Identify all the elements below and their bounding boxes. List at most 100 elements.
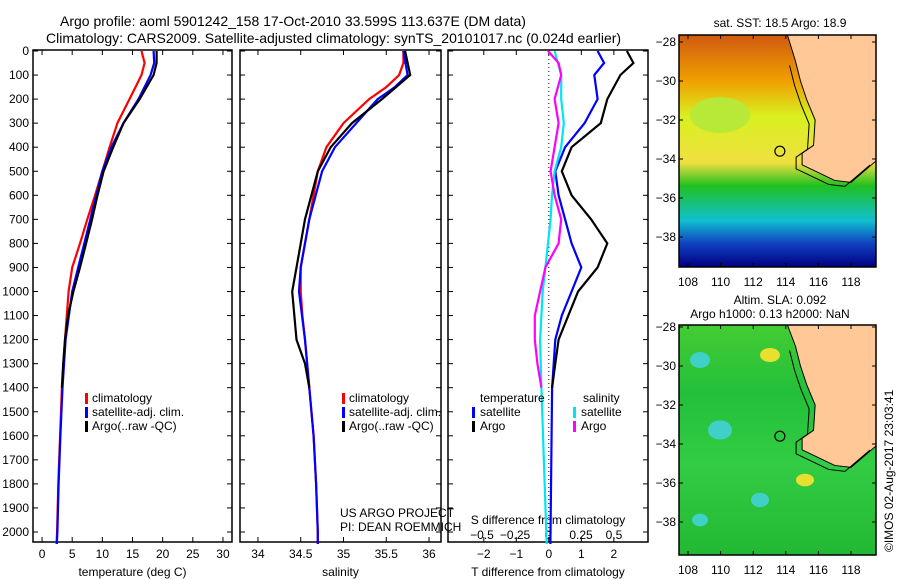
x-tick-label: 34.5 — [289, 547, 313, 561]
map-lat-label: −34 — [656, 152, 677, 166]
map-lat-label: −32 — [656, 113, 677, 127]
x-tick-label: 2 — [611, 547, 618, 561]
legend-swatch — [472, 421, 475, 432]
y-tick-label: 300 — [9, 116, 29, 130]
y-tick-label: 1900 — [2, 501, 29, 515]
y-tick-label: 2000 — [2, 525, 29, 539]
x-tick-label: 35 — [337, 547, 351, 561]
legend-label: satellite — [480, 405, 521, 419]
s-tick-label: −0.25 — [500, 528, 531, 542]
legend-swatch — [573, 407, 576, 418]
legend-swatch — [342, 407, 345, 418]
y-tick-label: 100 — [9, 68, 29, 82]
map-lat-label: −38 — [656, 230, 677, 244]
x-tick-label: 34 — [251, 547, 265, 561]
x-tick-label: −1 — [509, 547, 523, 561]
series-line-s-satellite — [538, 50, 565, 545]
map-lon-label: 112 — [744, 275, 763, 289]
map-lat-label: −28 — [656, 35, 677, 49]
legend-swatch — [85, 393, 88, 404]
x-tick-label: 1 — [578, 547, 585, 561]
pi-text: PI: DEAN ROEMMICH — [340, 520, 461, 534]
map-lat-label: −30 — [656, 74, 677, 88]
panel-frame-temperature — [32, 49, 233, 543]
x-tick-label: 0 — [39, 547, 46, 561]
float-location-marker — [774, 145, 786, 157]
map-lat-label: −36 — [656, 476, 677, 490]
y-tick-label: 1600 — [2, 429, 29, 443]
y-tick-label: 500 — [9, 164, 29, 178]
map-frame — [678, 34, 877, 268]
legend-swatch — [342, 421, 345, 432]
legend-label: climatology — [92, 391, 152, 405]
legend-title-salinity: salinity — [583, 391, 620, 405]
map-lat-label: −30 — [656, 359, 677, 373]
isobath-line — [789, 350, 871, 472]
x-tick-label: 30 — [216, 547, 230, 561]
sla-anomaly — [751, 492, 769, 508]
x-tick-label: 25 — [186, 547, 200, 561]
legend-label: Argo(..raw -QC) — [92, 419, 177, 433]
map-lat-label: −36 — [656, 191, 677, 205]
x-tick-label: 20 — [156, 547, 170, 561]
map-lon-label: 110 — [711, 275, 730, 289]
series-line-satellite-adj-clim- — [297, 50, 409, 544]
y-tick-label: 0 — [22, 44, 29, 58]
panel-frame-differences — [447, 49, 649, 543]
legend-swatch — [85, 407, 88, 418]
map-altimetry — [678, 324, 877, 556]
series-line-s-argo — [533, 50, 563, 388]
x-tick-label: 35.5 — [375, 547, 399, 561]
y-tick-label: 1300 — [2, 357, 29, 371]
y-tick-label: 400 — [9, 140, 29, 154]
series-line-satellite-adj-clim- — [55, 50, 156, 545]
sst-feature — [690, 97, 750, 133]
y-tick-label: 1800 — [2, 477, 29, 491]
map-lon-label: 114 — [776, 563, 795, 577]
y-tick-label: 800 — [9, 236, 29, 250]
map-title: sat. SST: 18.5 Argo: 18.9 — [714, 16, 847, 30]
map-lat-label: −32 — [656, 398, 677, 412]
map-lon-label: 112 — [744, 563, 763, 577]
y-tick-label: 1200 — [2, 333, 29, 347]
map-lon-label: 116 — [809, 275, 828, 289]
series-line-t-argo — [551, 50, 635, 388]
map-lon-label: 118 — [841, 275, 860, 289]
map-lon-label: 108 — [678, 275, 698, 289]
x-tick-label: 15 — [126, 547, 140, 561]
map-lat-label: −38 — [656, 515, 677, 529]
s-tick-label: 0.25 — [569, 528, 593, 542]
series-line-argo-raw-qc- — [291, 50, 412, 388]
s-tick-label: 0 — [545, 528, 552, 542]
y-tick-label: 1500 — [2, 405, 29, 419]
y-tick-label: 1700 — [2, 453, 29, 467]
x-axis-label: salinity — [322, 565, 359, 579]
title-line-2: Climatology: CARS2009. Satellite-adjuste… — [46, 30, 622, 46]
legend-swatch — [85, 421, 88, 432]
float-location-marker — [774, 430, 786, 442]
isobath-line — [789, 65, 871, 187]
x-tick-label: 5 — [69, 547, 76, 561]
map-lat-label: −28 — [656, 320, 677, 334]
map-lon-label: 114 — [776, 275, 795, 289]
legend-label: satellite-adj. clim. — [92, 405, 184, 419]
series-line-t-satellite — [549, 50, 606, 545]
y-tick-label: 700 — [9, 212, 29, 226]
series-line-climatology — [55, 50, 146, 545]
legend-label: climatology — [349, 391, 409, 405]
legend-label: satellite-adj. clim. — [349, 405, 441, 419]
imos-stamp: ©IMOS 02-Aug-2017 23:03:41 — [882, 389, 896, 552]
sla-anomaly — [692, 513, 708, 527]
map-frame — [678, 324, 877, 556]
y-tick-label: 1000 — [2, 285, 29, 299]
y-tick-label: 200 — [9, 92, 29, 106]
legend-title-temperature: temperature — [480, 391, 545, 405]
map-lon-label: 108 — [678, 563, 698, 577]
map-lon-label: 116 — [809, 563, 828, 577]
y-tick-label: 900 — [9, 260, 29, 274]
sla-anomaly — [708, 420, 732, 440]
s-tick-label: 0.5 — [606, 528, 623, 542]
credit-text: US ARGO PROJECT — [340, 506, 455, 520]
